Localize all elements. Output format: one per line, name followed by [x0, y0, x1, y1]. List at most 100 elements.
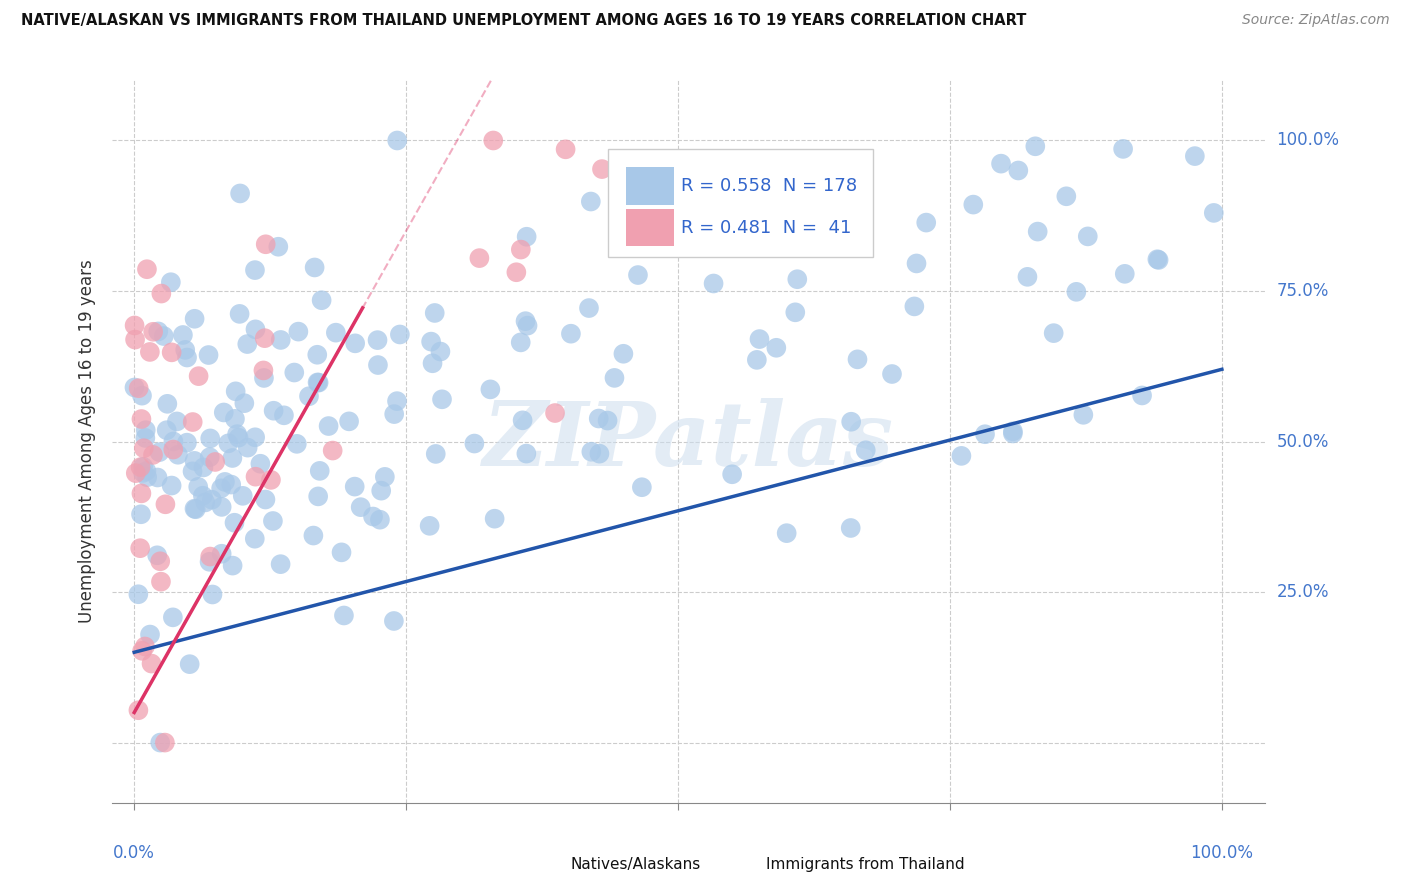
Point — [184, 502, 207, 516]
Point — [693, 227, 716, 242]
Point — [152, 329, 174, 343]
Point — [1073, 408, 1095, 422]
Point — [243, 430, 266, 444]
Point — [160, 275, 183, 289]
Point — [211, 547, 233, 561]
Point — [176, 435, 198, 450]
Point — [463, 436, 485, 450]
Point — [1066, 285, 1088, 299]
Point — [198, 555, 221, 569]
Point — [260, 473, 283, 487]
Point — [479, 383, 502, 397]
Point — [420, 334, 443, 349]
Point — [367, 333, 389, 347]
Point — [179, 657, 201, 672]
Point — [304, 260, 326, 275]
Point — [785, 305, 807, 319]
Point — [229, 186, 252, 201]
Point — [183, 311, 205, 326]
Point — [131, 412, 153, 426]
Point — [160, 478, 183, 492]
Text: R = 0.558  N = 178: R = 0.558 N = 178 — [681, 177, 858, 194]
Point — [1077, 229, 1099, 244]
Point — [156, 397, 179, 411]
Point — [962, 197, 984, 211]
Point — [307, 489, 329, 503]
Point — [1184, 149, 1206, 163]
Text: 100.0%: 100.0% — [1277, 131, 1340, 150]
Point — [579, 194, 602, 209]
Point — [512, 413, 534, 427]
Point — [307, 376, 329, 390]
Point — [990, 156, 1012, 170]
Point — [232, 489, 254, 503]
Point — [786, 272, 808, 286]
Point — [172, 328, 194, 343]
Point — [136, 262, 159, 277]
Point — [596, 413, 619, 427]
Point — [243, 532, 266, 546]
Point — [903, 300, 925, 314]
Point — [273, 409, 295, 423]
Point — [201, 587, 224, 601]
Point — [129, 541, 152, 556]
Point — [429, 344, 451, 359]
Point — [252, 363, 274, 377]
Point — [267, 240, 290, 254]
Text: 100.0%: 100.0% — [1191, 845, 1253, 863]
Point — [127, 703, 149, 717]
Point — [343, 480, 366, 494]
Point — [217, 436, 239, 450]
Point — [367, 358, 389, 372]
Point — [142, 448, 165, 462]
Point — [167, 448, 190, 462]
Point — [193, 460, 215, 475]
Point — [183, 454, 205, 468]
FancyBboxPatch shape — [626, 209, 673, 246]
Point — [174, 343, 197, 357]
Point — [350, 500, 373, 515]
Point — [156, 423, 179, 437]
Point — [468, 251, 491, 265]
FancyBboxPatch shape — [626, 167, 673, 204]
Point — [162, 610, 184, 624]
Point — [136, 470, 159, 484]
Point — [382, 407, 405, 421]
Point — [325, 326, 347, 340]
Point — [588, 447, 610, 461]
Point — [200, 431, 222, 445]
Point — [387, 134, 409, 148]
Point — [129, 460, 152, 475]
Point — [1007, 163, 1029, 178]
Point — [515, 447, 537, 461]
Point — [181, 464, 204, 478]
Point — [776, 526, 799, 541]
Text: Immigrants from Thailand: Immigrants from Thailand — [766, 857, 965, 872]
Point — [221, 450, 243, 465]
Point — [1147, 252, 1170, 267]
Point — [554, 142, 576, 156]
Point — [128, 381, 150, 395]
Point — [588, 411, 610, 425]
Point — [254, 237, 277, 252]
Point — [1146, 252, 1168, 267]
Point — [211, 500, 233, 514]
Point — [214, 475, 236, 489]
Text: Source: ZipAtlas.com: Source: ZipAtlas.com — [1241, 13, 1389, 28]
Point — [337, 414, 360, 428]
Point — [322, 443, 344, 458]
Point — [591, 162, 613, 177]
Point — [950, 449, 973, 463]
Point — [187, 480, 209, 494]
Point — [160, 345, 183, 359]
FancyBboxPatch shape — [531, 850, 564, 880]
Point — [422, 356, 444, 370]
Point — [198, 549, 221, 564]
Point — [150, 286, 173, 301]
Point — [198, 450, 221, 465]
Point — [1001, 425, 1024, 439]
Point — [194, 495, 217, 509]
Point — [225, 384, 247, 399]
Point — [631, 480, 654, 494]
Text: 0.0%: 0.0% — [114, 845, 155, 863]
